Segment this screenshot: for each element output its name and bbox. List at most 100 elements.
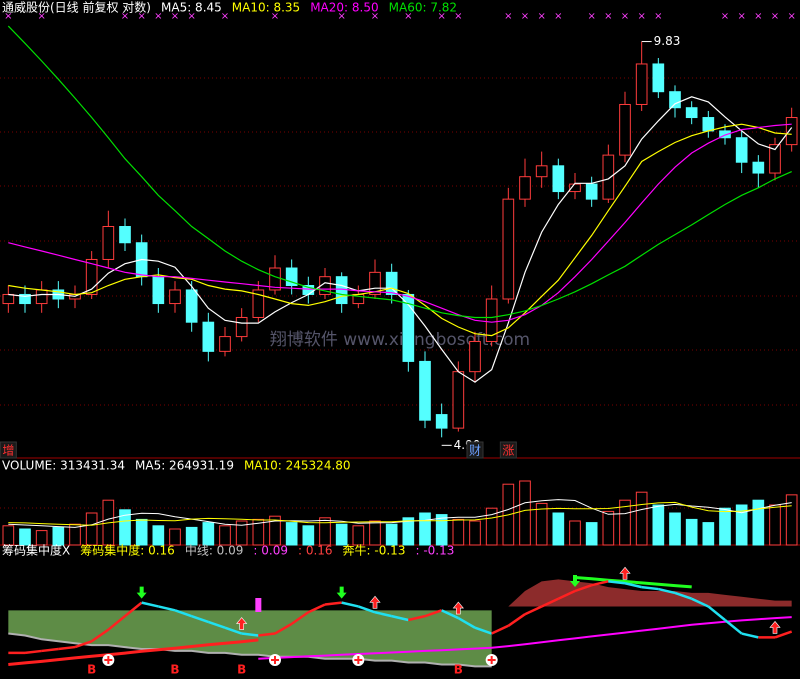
volume-bar (185, 526, 198, 546)
signal-mark: × (721, 11, 729, 22)
candle-body (619, 103, 631, 156)
legend-entry: 筹码集中度: 0.16 (80, 543, 175, 558)
volume-bar (669, 512, 681, 546)
signal-mark: × (754, 11, 762, 22)
concentration-line (724, 619, 743, 635)
candle-body (235, 316, 248, 338)
candle-body (719, 130, 731, 139)
concentration-line (41, 647, 59, 653)
candle-body (769, 144, 781, 174)
candle-body (652, 63, 665, 93)
candle-body (452, 371, 465, 429)
volume-ma-line (8, 499, 792, 528)
signal-mark: × (587, 11, 595, 22)
concentration-line (507, 613, 526, 627)
concentration-line (641, 585, 659, 591)
concentration-line (24, 649, 42, 655)
volume-bar (169, 528, 181, 546)
indicator-line (574, 576, 692, 589)
volume-bar (152, 525, 165, 546)
legend-entry: 通威股份(日线 前复权 对数) (2, 0, 151, 15)
signal-mark: × (737, 11, 745, 22)
high-label: 9.83 (654, 34, 681, 48)
layout (0, 77, 800, 546)
cross (487, 656, 496, 664)
volume-bar (652, 504, 665, 546)
signal-mark: × (404, 11, 412, 22)
volume-bar (785, 494, 798, 546)
candle-body (535, 165, 548, 178)
candle-body (585, 183, 598, 200)
volume-bar (135, 518, 148, 546)
buy-label: B (454, 663, 463, 677)
concentration-line (324, 601, 342, 606)
ma-line (7, 25, 792, 319)
cross (271, 656, 279, 664)
signal-mark: × (271, 11, 279, 22)
candle-body (102, 226, 115, 260)
down-arrow (336, 586, 347, 599)
concentration-line (124, 601, 143, 618)
concentration-line (191, 614, 209, 624)
volume-bar (85, 512, 98, 546)
volume-bar (635, 491, 648, 546)
volume-bar (302, 525, 315, 546)
marker-box (499, 441, 517, 459)
candle-body (335, 276, 348, 305)
signal-mark: × (221, 11, 229, 22)
concentration-line (674, 591, 693, 600)
candle-body (85, 258, 98, 295)
concentration-line (290, 611, 310, 625)
candle-body (669, 91, 681, 109)
candle-body (635, 63, 648, 105)
volume-bar (119, 509, 131, 546)
marker-box (0, 441, 17, 459)
volume-bar (419, 512, 431, 546)
signal-mark: × (4, 11, 12, 22)
volume-bar (385, 523, 398, 546)
volume-bar (402, 517, 415, 546)
signal-mark: × (521, 11, 529, 22)
volume-bar (369, 520, 381, 546)
volume-bar (552, 512, 565, 546)
concentration-line (241, 632, 259, 637)
legend-entry: MA60: 7.82 (389, 1, 457, 15)
concentration-line (408, 614, 426, 622)
volume-bar (519, 480, 531, 546)
concentration-line (207, 620, 226, 629)
signal-mark: × (137, 11, 145, 22)
cross (354, 656, 363, 664)
indicator-line (258, 616, 792, 660)
volume-bar (535, 502, 548, 546)
volume-bar (285, 522, 298, 546)
buy-label: B (170, 663, 179, 677)
signal-mark: × (154, 11, 162, 22)
concentration-line (274, 622, 293, 635)
concentration-line (441, 609, 459, 620)
concentration-line (258, 632, 276, 637)
volume-bar (619, 499, 631, 546)
signal-mark: × (171, 11, 179, 22)
volume-bar (202, 522, 215, 546)
concentration-line (90, 628, 110, 643)
up-arrow (236, 617, 248, 630)
candle-body (19, 293, 31, 305)
candle-body (785, 117, 798, 146)
concentration-line (474, 626, 493, 635)
volume-bar (452, 518, 465, 546)
candle-body (419, 360, 431, 421)
candle-body (152, 276, 165, 305)
concentration-line (774, 630, 793, 639)
concentration-line (391, 614, 409, 622)
legend-entry: 筹码集中度X (2, 543, 70, 558)
concentration-line (691, 597, 709, 608)
volume-bar (319, 517, 331, 546)
signal-mark: × (371, 11, 379, 22)
candle-body (219, 336, 231, 352)
legend-entry: MA5: 264931.19 (135, 459, 234, 473)
concentration-line (224, 626, 243, 635)
legend-entry: 奔牛: -0.13 (343, 543, 406, 558)
volume-bar (35, 530, 48, 546)
concentration-line (357, 605, 376, 614)
